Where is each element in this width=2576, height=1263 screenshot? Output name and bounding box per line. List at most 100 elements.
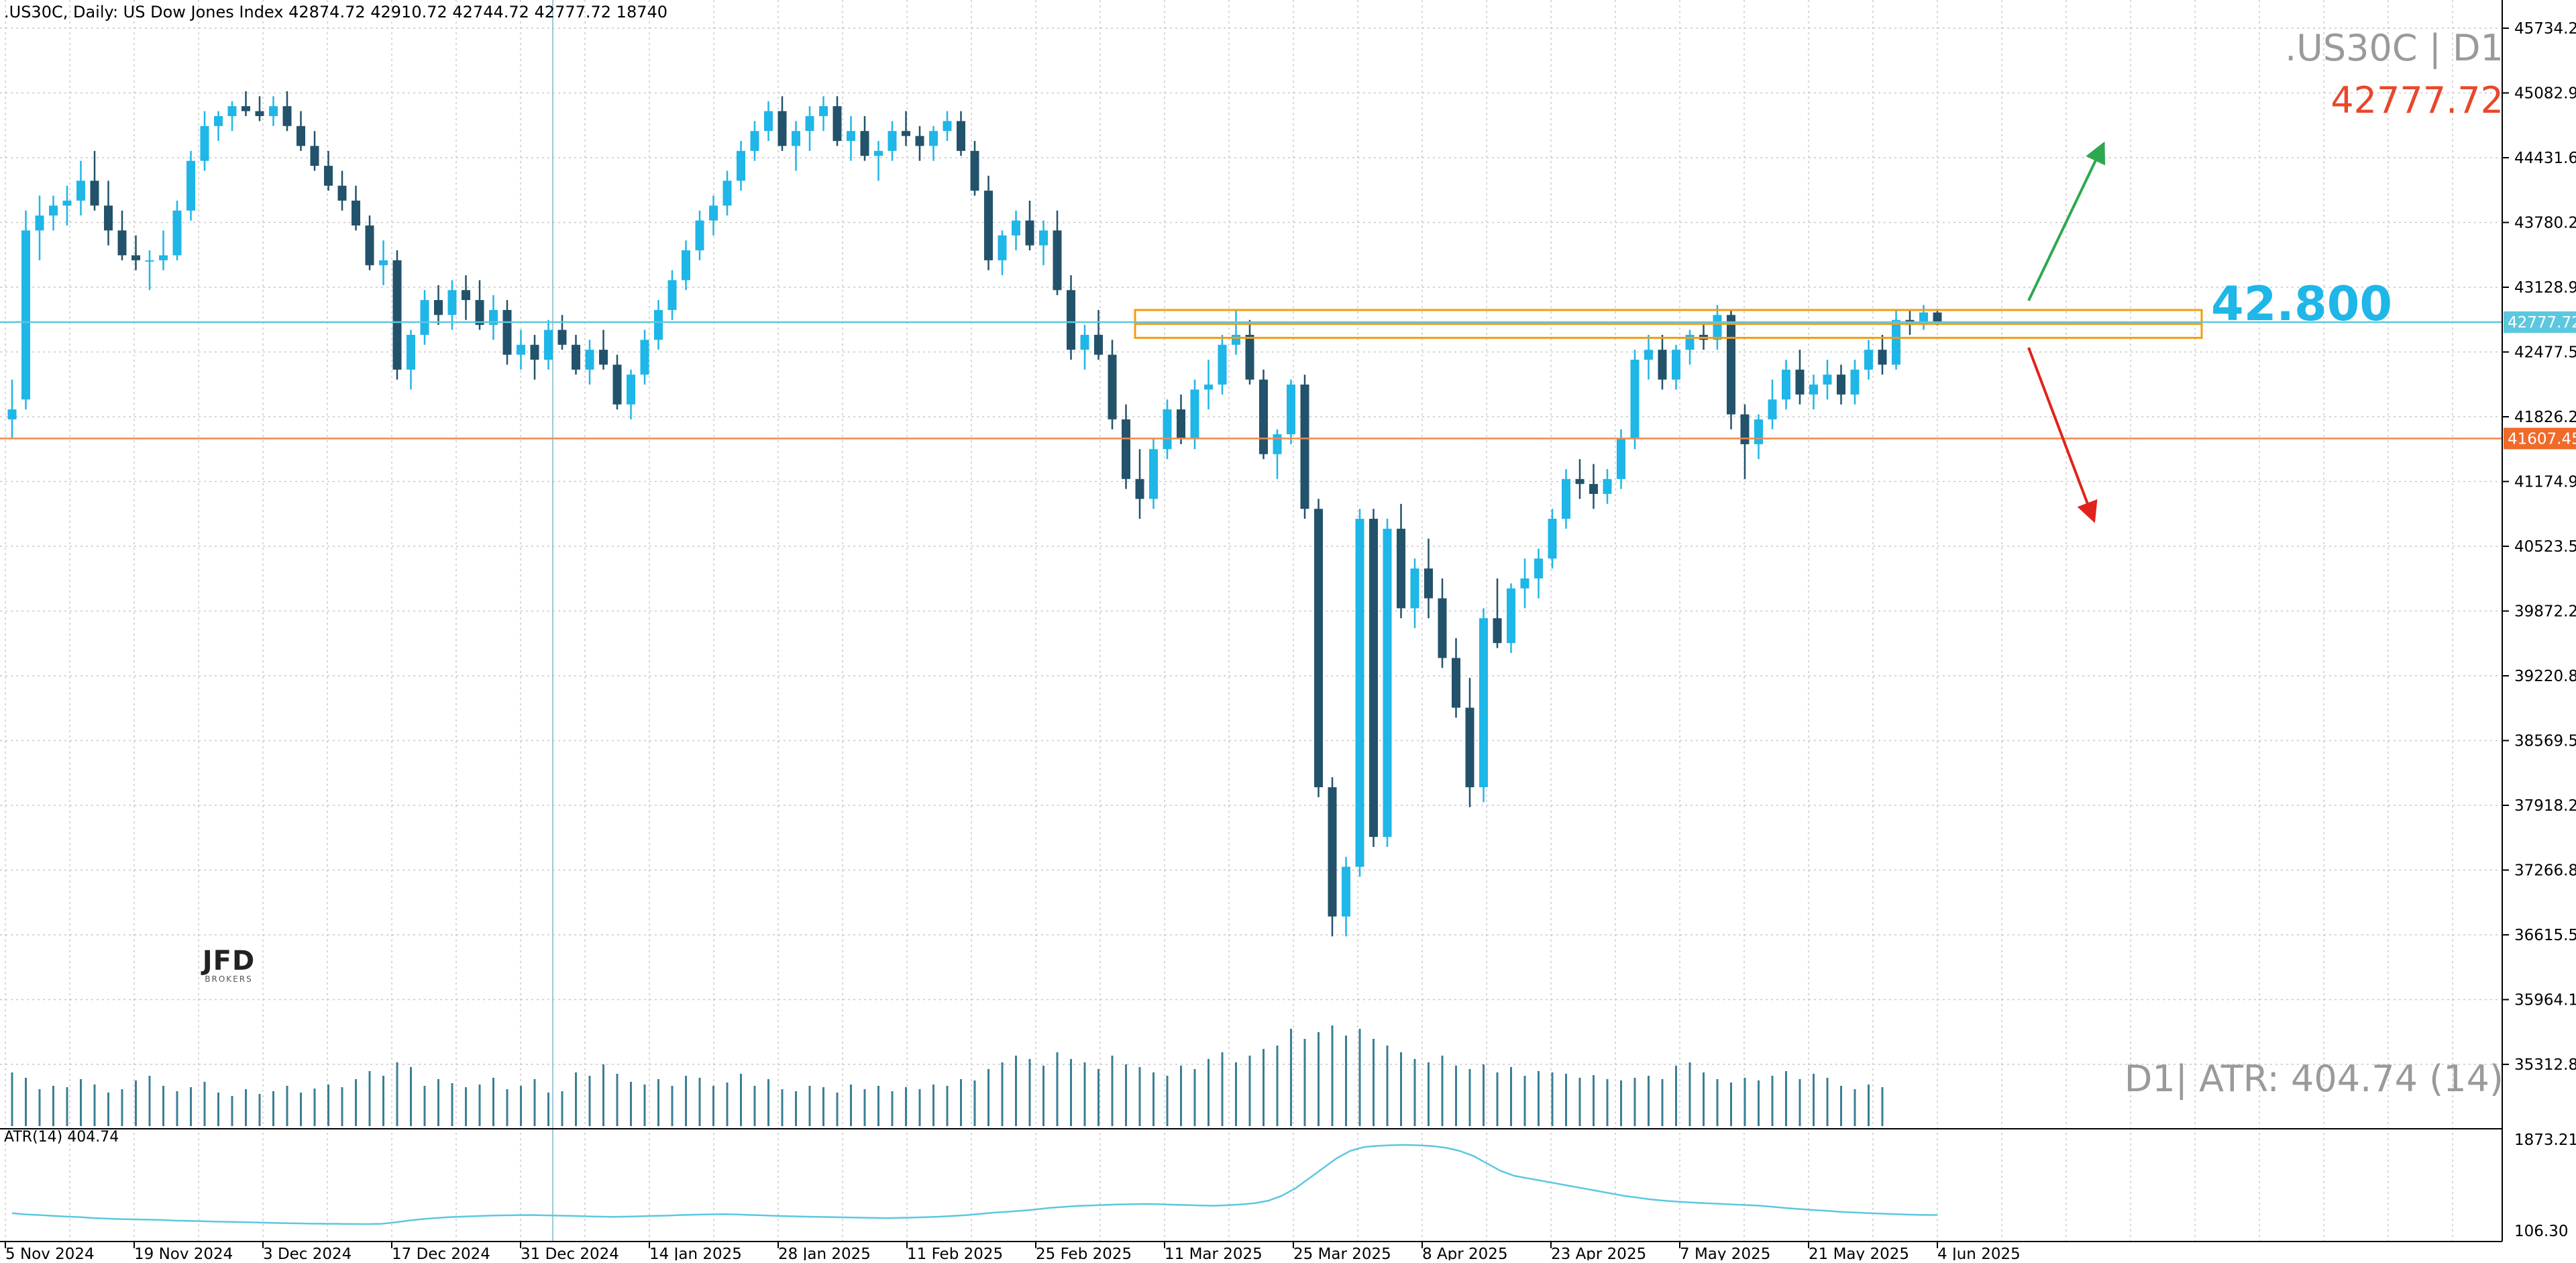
candle-body	[695, 220, 704, 251]
candle-body	[1548, 519, 1557, 559]
candle-body	[420, 300, 429, 335]
candle-body	[104, 205, 113, 231]
candle-body	[62, 200, 72, 206]
candle-body	[227, 106, 237, 117]
candle-body	[1534, 558, 1543, 578]
candle-body	[1823, 374, 1832, 385]
candle-body	[654, 309, 663, 340]
candle-body	[1740, 414, 1750, 444]
candle-body	[585, 350, 594, 370]
candle-body	[1314, 509, 1323, 788]
price-tick-label: 37918.21	[2514, 797, 2576, 815]
candle-body	[502, 309, 512, 355]
candle-body	[777, 111, 787, 146]
candle-body	[1754, 419, 1763, 444]
candle-body	[7, 409, 17, 419]
candle-body	[310, 146, 319, 166]
candle-body	[1053, 230, 1062, 291]
candle-body	[1850, 369, 1860, 395]
candle-body	[1245, 334, 1254, 380]
candle-body	[1892, 319, 1900, 365]
candle-body	[1864, 350, 1873, 370]
candle-body	[667, 280, 677, 310]
candle-body	[1328, 787, 1337, 917]
price-tick-label: 37266.85	[2514, 862, 2576, 880]
time-tick-label: 3 Dec 2024	[263, 1246, 352, 1260]
candle-body	[750, 131, 759, 151]
price-tick-label: 43128.93	[2514, 279, 2576, 297]
time-tick-label: 28 Jan 2025	[778, 1246, 871, 1260]
price-tick-label: 35312.85	[2514, 1056, 2576, 1074]
candle-body	[297, 125, 305, 146]
candle-body	[819, 106, 828, 117]
time-tick-label: 31 Dec 2024	[521, 1246, 619, 1260]
candle-body	[1163, 409, 1172, 450]
candle-body	[1094, 334, 1103, 355]
price-tick-label: 45082.95	[2514, 85, 2576, 103]
candle-body	[943, 121, 952, 132]
candle-body	[49, 205, 58, 216]
candle-body	[1713, 315, 1722, 340]
candle-body	[1383, 528, 1392, 838]
bearish-arrow	[2027, 347, 2098, 523]
candle-body	[1218, 344, 1227, 385]
candle-body	[1782, 369, 1790, 400]
time-tick-label: 23 Apr 2025	[1551, 1246, 1646, 1260]
price-tick-label: 42477.59	[2514, 344, 2576, 362]
candle-body	[489, 309, 498, 325]
candle-body	[1589, 484, 1598, 495]
price-tick-label: 36615.53	[2514, 927, 2576, 944]
price-tick-label: 39220.89	[2514, 668, 2576, 685]
candle-body	[1520, 578, 1529, 589]
candle-body	[131, 255, 140, 260]
candle-body	[434, 300, 443, 315]
time-tick-label: 11 Feb 2025	[907, 1246, 1003, 1260]
candle-body	[1837, 374, 1845, 395]
marked-level-tag-text: 41607.45	[2508, 430, 2576, 448]
candle-body	[517, 344, 525, 355]
candle-body	[1878, 350, 1887, 365]
candle-body	[1355, 519, 1364, 867]
candle-body	[241, 106, 250, 111]
logo-main-text: JFD	[202, 946, 256, 976]
candle-body	[599, 350, 608, 365]
price-tick-label: 43780.22	[2514, 215, 2576, 232]
atr-line	[11, 1144, 1938, 1225]
candle-body	[640, 340, 649, 375]
candle-body	[1933, 312, 1942, 322]
candle-body	[159, 255, 168, 260]
candle-body	[214, 116, 223, 126]
candle-body	[970, 150, 979, 191]
candle-body	[282, 106, 292, 126]
time-tick-label: 19 Nov 2024	[134, 1246, 233, 1260]
atr-value-label: D1| ATR: 404.74 (14)	[2124, 1058, 2504, 1100]
candle-body	[269, 106, 278, 117]
candle-body	[1809, 385, 1818, 395]
candle-body	[888, 131, 897, 151]
time-tick-label: 5 Nov 2024	[5, 1246, 95, 1260]
candle-body	[1232, 334, 1240, 345]
jfd-brokers-logo: JFD BROKERS	[199, 948, 259, 988]
candle-body	[1122, 419, 1130, 479]
candle-body	[1108, 354, 1117, 419]
candle-body	[379, 260, 388, 266]
candle-body	[407, 334, 415, 370]
candle-body	[722, 181, 732, 206]
candle-body	[1204, 385, 1213, 390]
price-tick-label: 40523.57	[2514, 538, 2576, 556]
price-tick-label: 41174.91	[2514, 474, 2576, 491]
symbol-timeframe-label: .US30C | D1	[2285, 27, 2504, 69]
candle-body	[1575, 478, 1585, 485]
candle-body	[1342, 866, 1350, 917]
candle-body	[1410, 568, 1419, 609]
candle-body	[1149, 449, 1158, 499]
candle-body	[1080, 334, 1089, 350]
candle-body	[998, 235, 1007, 260]
candle-body	[544, 330, 553, 360]
candle-body	[557, 330, 567, 345]
candle-body	[1672, 350, 1680, 380]
candle-body	[682, 250, 690, 281]
candle-body	[21, 230, 30, 400]
